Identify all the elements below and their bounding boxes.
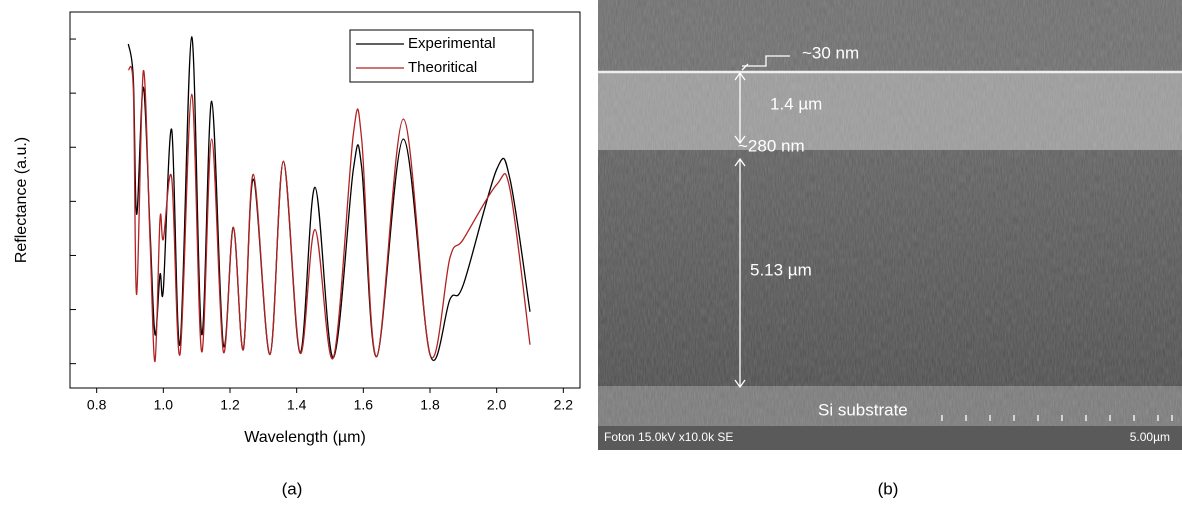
annotation: ~30 nm <box>802 43 859 62</box>
x-tick-label: 1.8 <box>420 397 440 413</box>
sem-info: Foton 15.0kV x10.0k SE <box>604 430 733 444</box>
annotation: 1.4 µm <box>770 94 822 113</box>
scale-bar-label: 5.00µm <box>1130 430 1170 444</box>
scale-bar-ticks <box>941 415 1173 421</box>
annotation: ~280 nm <box>738 136 805 155</box>
x-axis-label: Wavelength (µm) <box>244 429 366 446</box>
data-line <box>127 65 531 363</box>
sem-arrows <box>734 55 790 389</box>
plot-frame <box>69 11 581 389</box>
x-tick-label: 1.6 <box>354 397 374 413</box>
sem-texture <box>598 0 1182 426</box>
x-tick-label: 1.4 <box>287 397 307 413</box>
x-tick-label: 2.0 <box>487 397 507 413</box>
y-axis-label: Reflectance (a.u.) <box>13 137 30 263</box>
sem-image: ~30 nm 1.4 µm ~280 nm 5.13 µm Si substra… <box>598 0 1182 450</box>
x-tick-label: 2.2 <box>554 397 574 413</box>
x-tick-label: 1.2 <box>220 397 240 413</box>
legend-label: Experimental <box>408 35 496 52</box>
data-line <box>127 36 531 361</box>
annotation: Si substrate <box>818 400 908 419</box>
annotation: 5.13 µm <box>750 260 812 279</box>
sem-info-bar <box>598 426 1182 450</box>
legend-label: Theoritical <box>408 59 477 76</box>
legend-box <box>349 29 534 83</box>
caption: (a) <box>282 479 303 498</box>
caption: (b) <box>878 479 899 498</box>
x-tick-label: 0.8 <box>87 397 107 413</box>
x-tick-label: 1.0 <box>154 397 174 413</box>
